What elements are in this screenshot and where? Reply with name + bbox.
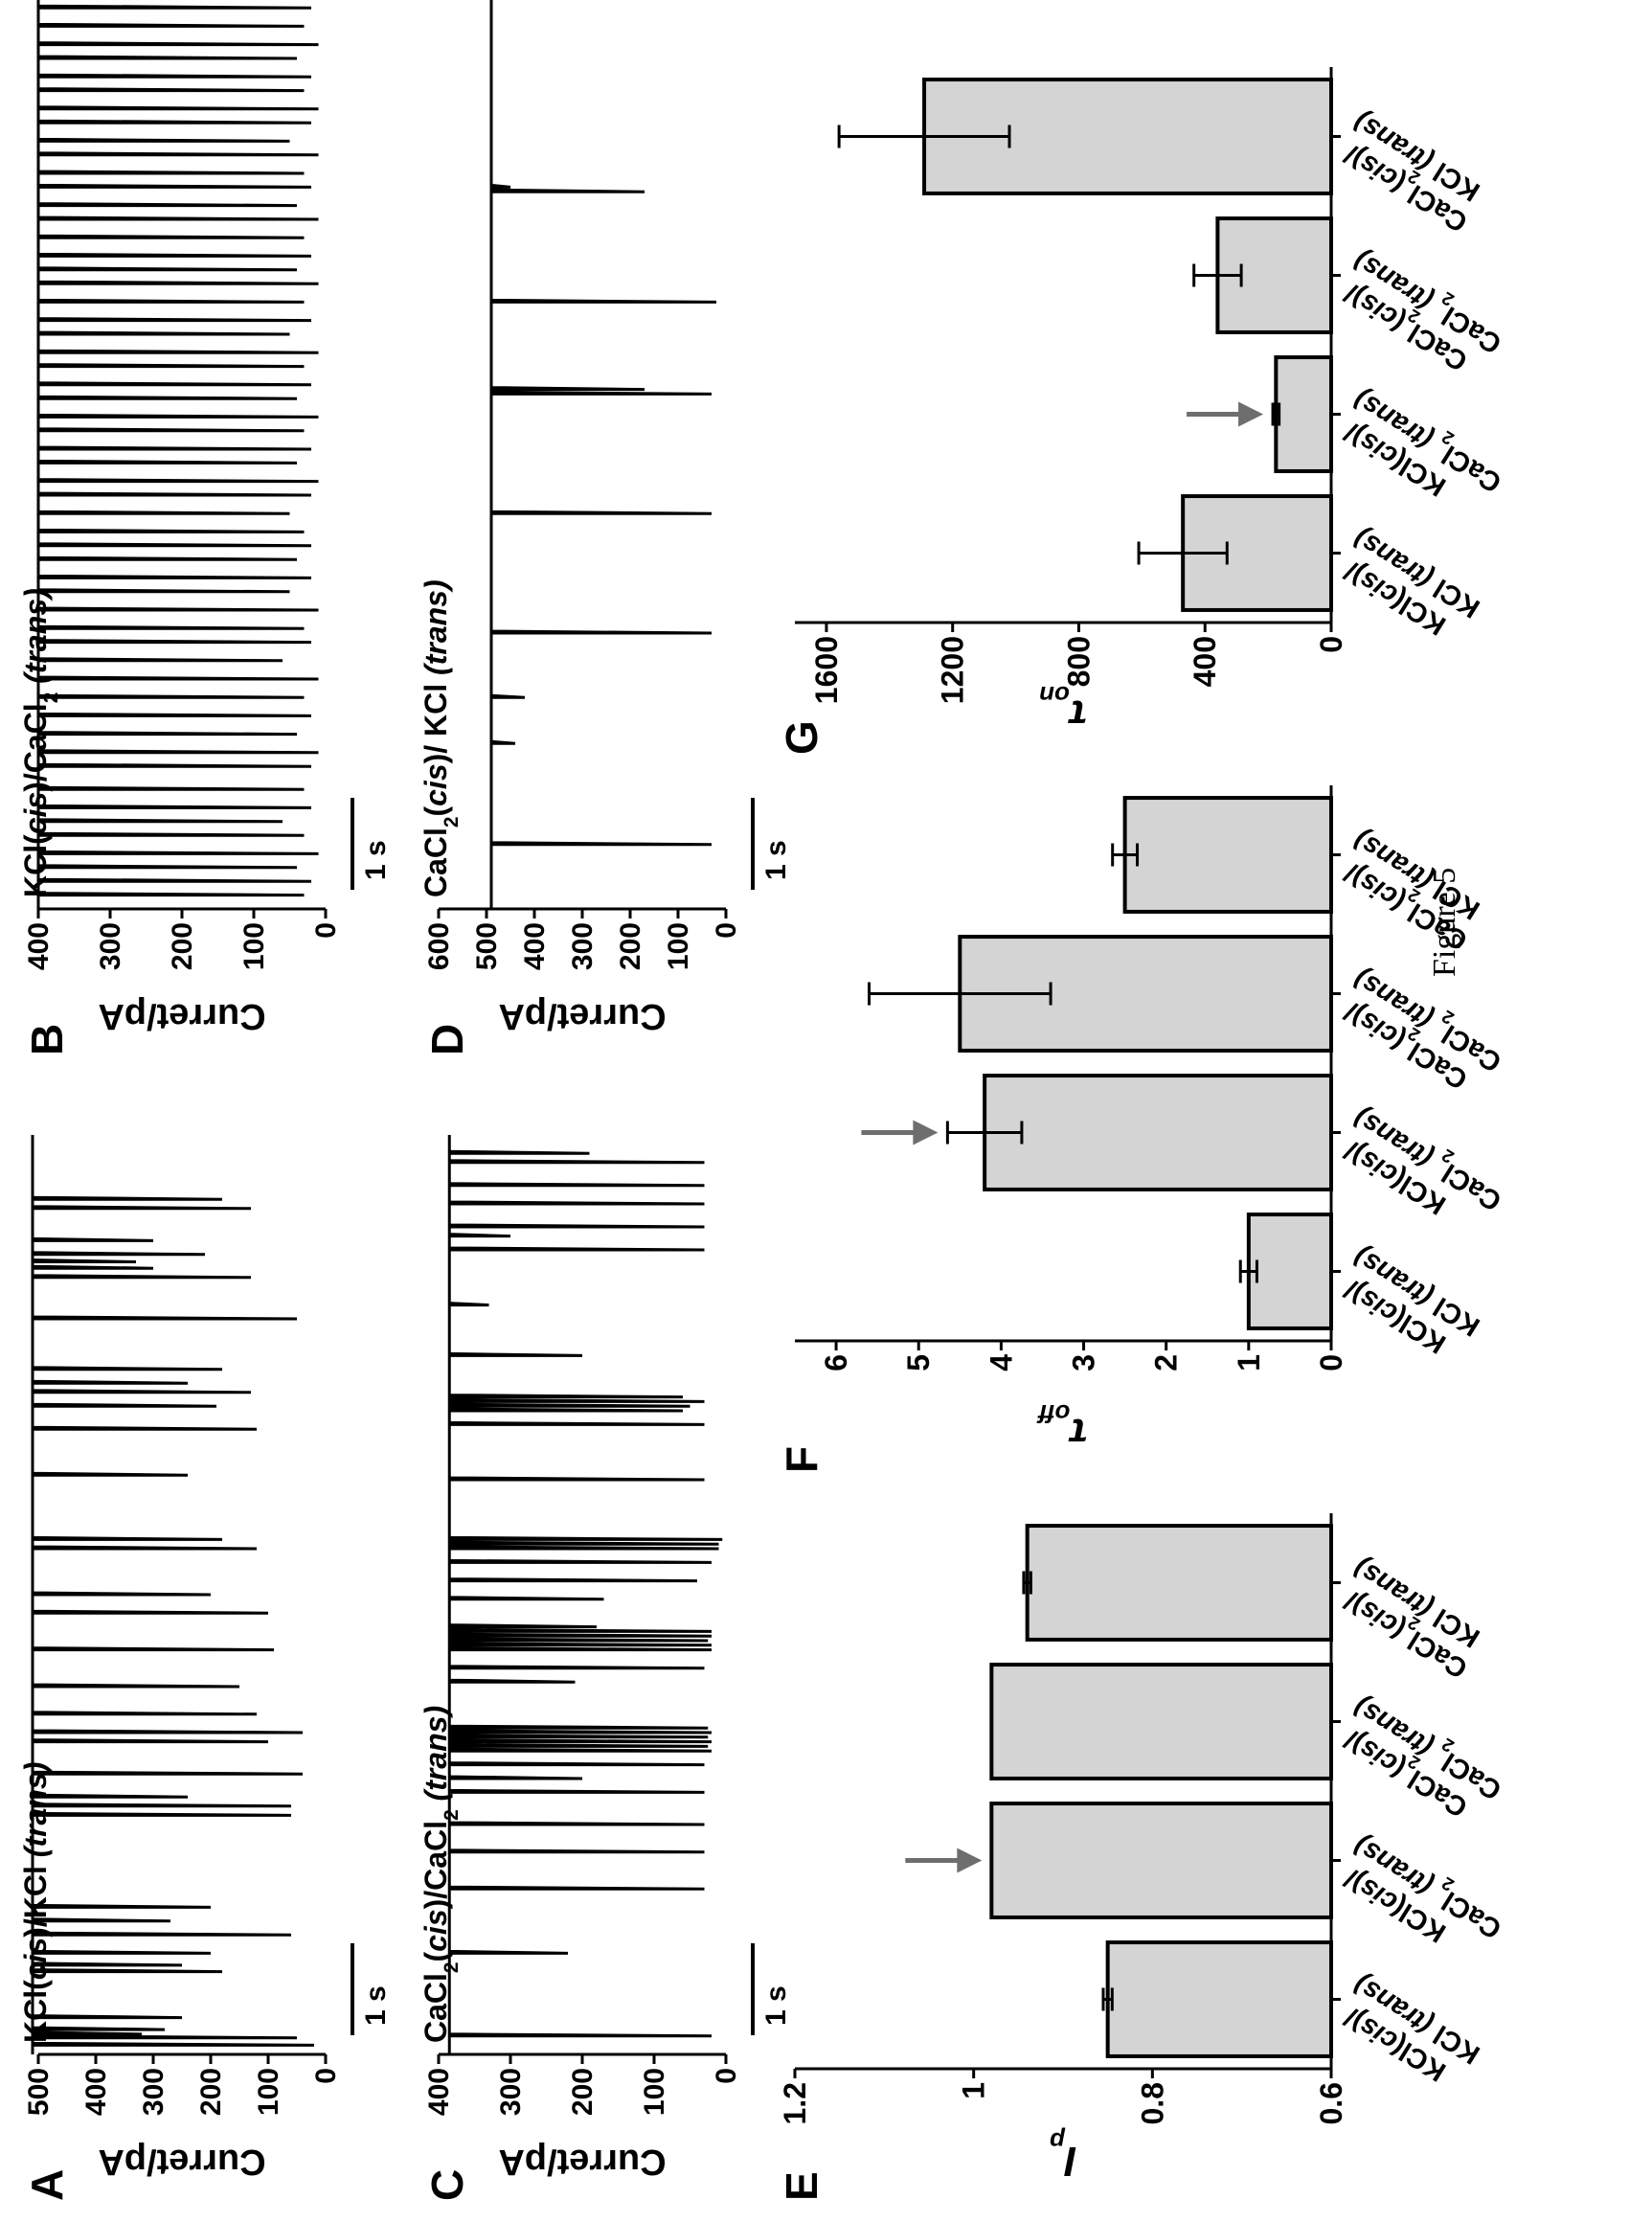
y-tick-label: 400 (23, 922, 55, 970)
y-axis-label: Curret/pA (98, 2142, 265, 2182)
bar (1246, 1213, 1334, 1330)
bar (989, 1663, 1333, 1780)
y-tick-label: 100 (253, 2068, 284, 2116)
y-axis-label: Ip (1050, 2127, 1076, 2185)
bar (989, 1802, 1333, 1919)
figure-caption: Figure 5 (1427, 867, 1462, 977)
x-category-label: CaCl2(cis)/KCl (trans) (1340, 824, 1485, 956)
trace-svg-b: 0 100 200 300 400 Curret/pA KCl(cis)/CaCl2 (tr… (18, 0, 392, 1036)
y-tick-label: 200 (615, 922, 646, 970)
current-trace (31, 1135, 315, 2054)
y-tick-label: 1600 (809, 636, 844, 704)
y-tick-label: 400 (1188, 636, 1222, 687)
y-tick-label: 200 (167, 922, 198, 970)
y-tick-label: 400 (423, 2068, 455, 2116)
x-category-label: KCl(cis)/CaCl2 (trans) (1340, 1101, 1507, 1220)
y-tick-label: 4 (984, 1354, 1018, 1372)
bar-svg-e: 0.6 0.8 1 1.2 Ip KCl(cis)/KCl (trans) KCl(cis)… (778, 1513, 1507, 2185)
y-tick-label: 0 (711, 2068, 742, 2084)
x-category-label: KCl(cis)/CaCl2 (trans) (1340, 383, 1507, 502)
y-tick-label: 300 (138, 2068, 170, 2116)
bar (983, 1074, 1333, 1191)
y-tick-label: 0 (310, 922, 342, 939)
y-tick-label: 0 (310, 2068, 342, 2084)
y-axis-label: Curret/pA (98, 996, 265, 1036)
y-tick-label: 600 (423, 922, 455, 970)
bar-panel-f: 0 1 2 3 4 5 6 τoff KCl(cis)/KCl (trans) KCl(cis)/… (776, 766, 1599, 1457)
x-category-label: CaCl2(cis)/CaCl2 (trans) (1340, 963, 1507, 1095)
x-category-label: KCl(cis)/KCl (trans) (1340, 1240, 1485, 1359)
trace-panel-a: 0 100 200 300 400 500 Curret/pA KCl(cis)/KCl (t… (18, 1121, 392, 2184)
y-tick-label: 500 (23, 2068, 55, 2116)
y-tick-label: 0 (711, 922, 742, 939)
y-tick-label: 200 (567, 2068, 599, 2116)
y-tick-label: 1 (957, 2082, 991, 2099)
y-tick-label: 0 (1314, 636, 1348, 653)
y-tick-label: 2 (1149, 1354, 1184, 1372)
y-tick-label: 3 (1067, 1354, 1101, 1372)
trace-title: CaCl2(cis)/ KCl (trans) (419, 579, 463, 897)
y-axis-label: Curret/pA (498, 2142, 666, 2182)
y-tick-label: 5 (901, 1354, 936, 1372)
y-tick-label: 300 (567, 922, 599, 970)
y-tick-label: 100 (639, 2068, 670, 2116)
trace-panel-c: 0 100 200 300 400 Curret/pA CaCl2(cis)/CaCl2 (… (419, 1121, 792, 2184)
y-axis-label: τoff (1036, 1399, 1087, 1457)
y-tick-label: 300 (495, 2068, 527, 2116)
y-tick-label: 500 (471, 922, 503, 970)
y-tick-label: 1.2 (778, 2082, 812, 2124)
bar-svg-f: 0 1 2 3 4 5 6 τoff KCl(cis)/KCl (trans) KCl(cis)/… (795, 785, 1507, 1457)
y-tick-label: 6 (819, 1354, 853, 1372)
y-axis-label: τon (1039, 681, 1087, 738)
trace-title: KCl(cis)/CaCl2 (trans) (18, 588, 62, 897)
y-tick-label: 100 (663, 922, 694, 970)
y-tick-label: 0.8 (1135, 2082, 1169, 2124)
current-trace (36, 0, 319, 909)
bar-panel-g: 0 400 800 1200 1600 τon KCl(cis)/KCl (trans) KC… (776, 48, 1599, 738)
time-scale-label: 1 s (760, 840, 792, 880)
x-category-label: CaCl2(cis)/CaCl2 (trans) (1340, 244, 1507, 376)
y-tick-label: 200 (195, 2068, 227, 2116)
trace-panel-b: 0 100 200 300 400 Curret/pA KCl(cis)/CaCl2 (tr… (18, 0, 392, 1038)
time-scale-label: 1 s (360, 840, 392, 880)
time-scale-label: 1 s (360, 1985, 392, 2026)
time-scale-label: 1 s (760, 1985, 792, 2026)
y-tick-label: 800 (1061, 636, 1096, 687)
bar (1025, 1524, 1333, 1642)
y-tick-label: 0.6 (1314, 2082, 1348, 2124)
x-category-label: KCl(cis)/KCl (trans) (1340, 1968, 1485, 2087)
trace-svg-d: 0 100 200 300 400 500 600 Curret/pA CaCl2(cis)/ … (419, 0, 792, 1036)
x-category-label: KCl(cis)/KCl (trans) (1340, 522, 1485, 641)
bar (1105, 1940, 1333, 2058)
trace-title: CaCl2(cis)/CaCl2 (trans) (419, 1706, 463, 2043)
y-tick-label: 100 (238, 922, 270, 970)
highlight-arrow-head (957, 1848, 983, 1873)
y-tick-label: 0 (1314, 1354, 1348, 1372)
x-category-label: CaCl2(cis)/CaCl2 (trans) (1340, 1690, 1507, 1823)
bar-svg-g: 0 400 800 1200 1600 τon KCl(cis)/KCl (trans) KC… (795, 67, 1507, 738)
y-tick-label: 1 (1232, 1354, 1266, 1372)
bar (1122, 796, 1333, 914)
highlight-arrow-head (1238, 401, 1264, 427)
bar (1274, 355, 1334, 473)
current-trace (489, 0, 717, 909)
highlight-arrow-head (913, 1120, 939, 1145)
x-category-label: CaCl2(cis)/KCl (trans) (1340, 105, 1485, 238)
bar-panel-e: 0.6 0.8 1 1.2 Ip KCl(cis)/KCl (trans) KCl(cis)… (776, 1494, 1599, 2185)
y-tick-label: 1200 (936, 636, 970, 704)
x-category-label: KCl(cis)/CaCl2 (trans) (1340, 1829, 1507, 1948)
y-axis-label: Curret/pA (498, 996, 666, 1036)
trace-svg-c: 0 100 200 300 400 Curret/pA CaCl2(cis)/CaCl2 (… (419, 1135, 792, 2182)
trace-panel-d: 0 100 200 300 400 500 600 Curret/pA CaCl2(cis)/ … (419, 0, 792, 1038)
y-tick-label: 300 (95, 922, 126, 970)
y-tick-label: 400 (80, 2068, 112, 2116)
y-tick-label: 400 (519, 922, 551, 970)
x-category-label: CaCl2(cis)/KCl (trans) (1340, 1552, 1485, 1684)
current-trace (447, 1135, 723, 2054)
